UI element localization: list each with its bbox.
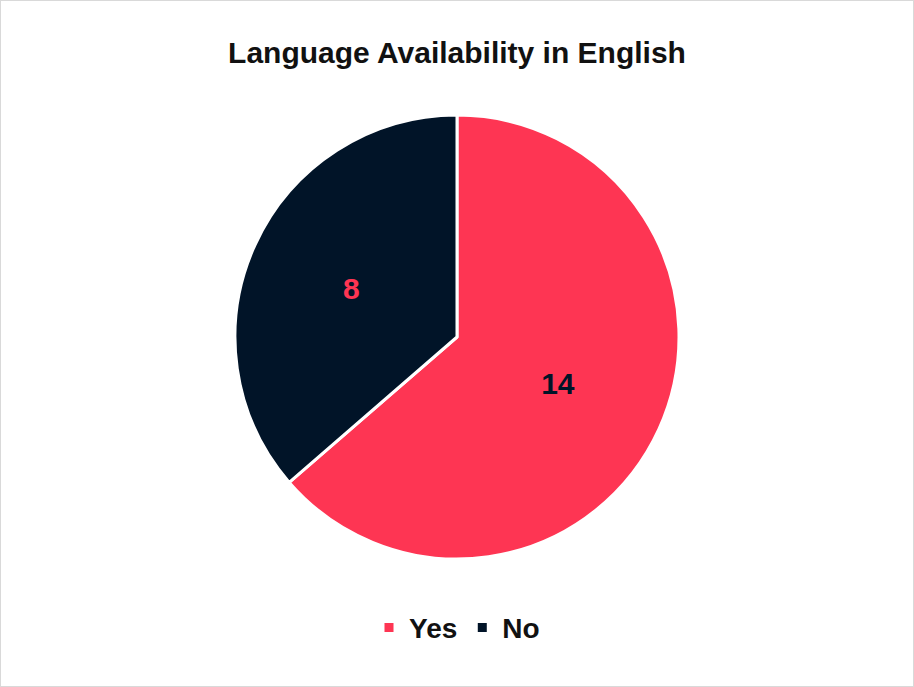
svg-text:8: 8: [343, 272, 360, 305]
svg-text:14: 14: [541, 367, 575, 400]
svg-text:No: No: [502, 613, 539, 644]
svg-text:Language Availability in Engli: Language Availability in English: [228, 36, 686, 69]
svg-text:Yes: Yes: [409, 613, 457, 644]
